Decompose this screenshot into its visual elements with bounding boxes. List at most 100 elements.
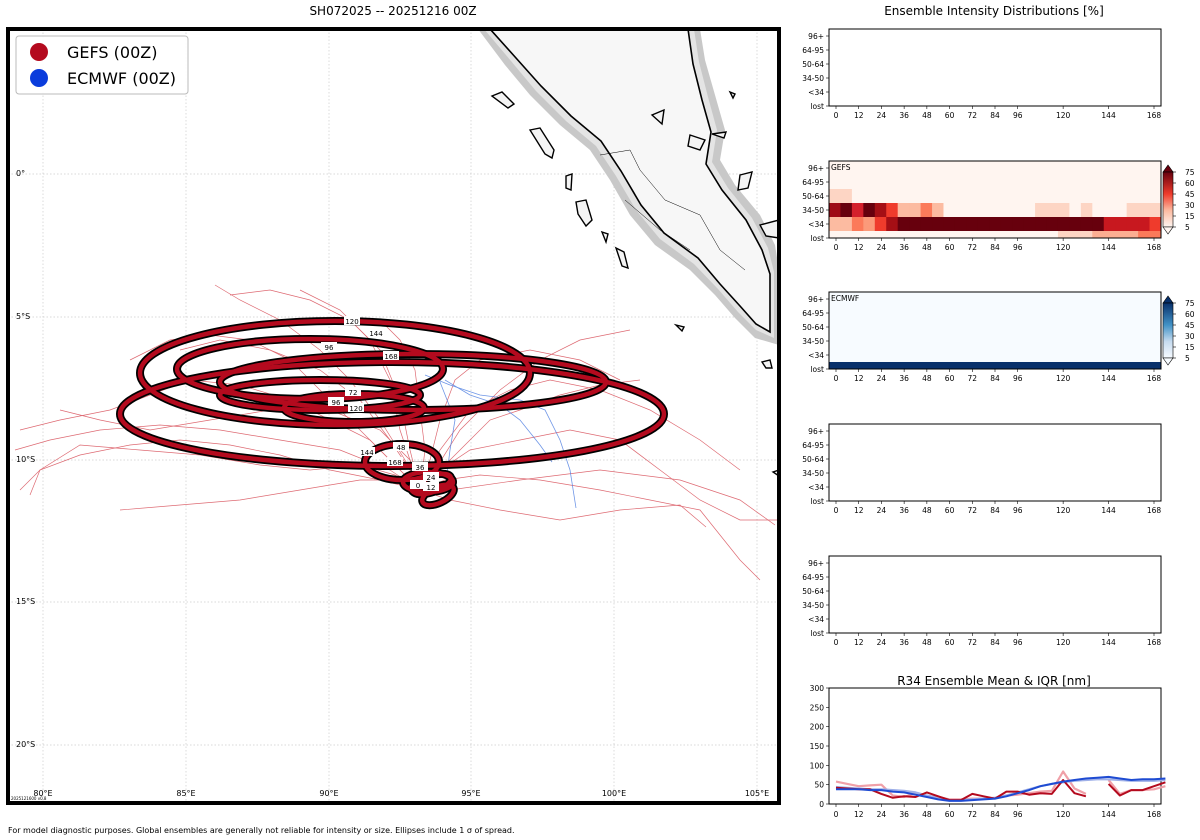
forecast-hour-label: 144 — [1101, 243, 1116, 252]
ellipse-hour-label: 72 — [349, 389, 358, 397]
heatmap-cell — [1149, 217, 1162, 231]
forecast-hour-label: 24 — [877, 638, 887, 647]
heatmap-cell — [863, 203, 876, 217]
heatmap-cell — [966, 203, 979, 217]
map-title: SH072025 -- 20251216 00Z — [309, 4, 476, 18]
heatmap-cell — [851, 203, 864, 217]
intensity-bin-label: lost — [810, 365, 824, 374]
colorbar-tick-label: 60 — [1185, 179, 1195, 188]
heatmap-cell — [1023, 203, 1036, 217]
intensity-bin-label: 64-95 — [802, 178, 824, 187]
colorbar-tick-label: 30 — [1185, 201, 1195, 210]
colorbar-tick-label: 30 — [1185, 332, 1195, 341]
forecast-hour-label: 168 — [1147, 374, 1162, 383]
forecast-hour-label: 60 — [945, 374, 955, 383]
intensity-panel-empty-2: 96+ 64-95 50-64 34-50 <34 lost 0 12 24 36 48 60 72 84… — [802, 423, 1162, 515]
intensity-bin-label: 50-64 — [802, 60, 824, 69]
heatmap-cell — [977, 203, 990, 217]
ellipse-label-bg — [423, 482, 439, 491]
forecast-hour-label: 72 — [968, 638, 978, 647]
r34-y-tick: 300 — [810, 684, 825, 693]
forecast-hour-label: 36 — [899, 374, 909, 383]
heatmap-cell — [1023, 231, 1036, 238]
land-sumatra — [478, 29, 779, 345]
r34-x-tick: 168 — [1147, 810, 1162, 819]
heatmap-cell — [1092, 231, 1105, 238]
forecast-hour-label: 0 — [834, 638, 839, 647]
forecast-hour-label: 36 — [899, 243, 909, 252]
forecast-hour-label: 48 — [922, 374, 932, 383]
forecast-hour-label: 96 — [1013, 506, 1023, 515]
forecast-hour-label: 96 — [1013, 638, 1023, 647]
lon-label: 95°E — [461, 789, 480, 798]
intensity-bin-label: 96+ — [808, 32, 824, 41]
heatmap-cell — [1103, 231, 1116, 238]
intensity-bin-label: 96+ — [808, 427, 824, 436]
intensity-bin-label: 96+ — [808, 295, 824, 304]
heatmap-cell — [966, 217, 979, 231]
intensity-bin-label: 50-64 — [802, 192, 824, 201]
heatmap-cell — [1057, 231, 1070, 238]
forecast-hour-label: 120 — [1056, 111, 1071, 120]
lon-label: 105°E — [745, 789, 769, 798]
forecast-hour-label: 60 — [945, 111, 955, 120]
forecast-hour-label: 96 — [1013, 243, 1023, 252]
colorbar-tick-label: 60 — [1185, 310, 1195, 319]
heatmap-cell — [920, 203, 933, 217]
heatmap-cell — [1069, 217, 1082, 231]
r34-title: R34 Ensemble Mean & IQR [nm] — [897, 674, 1091, 688]
heatmap-cell — [932, 231, 944, 238]
forecast-hour-label: 168 — [1147, 111, 1162, 120]
ecmwf-colorbar — [1162, 295, 1174, 366]
lat-label: 0° — [16, 169, 25, 178]
forecast-hour-label: 72 — [968, 111, 978, 120]
forecast-hour-label: 96 — [1013, 111, 1023, 120]
ellipse-hour-label: 168 — [384, 353, 397, 361]
r34-x-tick: 48 — [922, 810, 932, 819]
ellipse-label-bg — [344, 316, 360, 325]
heatmap-cell — [909, 203, 922, 217]
r34-y-tick: 200 — [810, 723, 825, 732]
r34-series-ecmwf-mean — [836, 775, 1166, 802]
forecast-hour-label: 36 — [899, 638, 909, 647]
heatmap-cell — [1138, 217, 1151, 231]
forecast-hour-label: 36 — [899, 506, 909, 515]
lat-label: 15°S — [16, 597, 35, 606]
heatmap-cell — [977, 217, 990, 231]
intensity-bin-label: 50-64 — [802, 323, 824, 332]
lat-label: 10°S — [16, 455, 35, 464]
ellipse-hour-label: 36 — [416, 464, 425, 472]
heatmap-cell — [874, 217, 887, 231]
heatmap-cell — [954, 217, 967, 231]
heatmap-cell — [1103, 217, 1116, 231]
intensity-panel-empty-1: 96+ 64-95 50-64 34-50 <34 lost 0 12 24 36 48 60 72 84… — [802, 28, 1162, 120]
heatmap-cell — [863, 231, 876, 238]
heatmap-cell — [897, 203, 910, 217]
intensity-bin-label: 34-50 — [802, 206, 824, 215]
r34-x-tick: 0 — [834, 810, 839, 819]
heatmap-cell — [829, 203, 841, 217]
heatmap-cell — [1103, 203, 1116, 217]
heatmap-cell — [840, 217, 853, 231]
map-legend[interactable]: GEFS (00Z) ECMWF (00Z) — [15, 35, 189, 95]
heatmap-cell — [897, 231, 910, 238]
heatmap-cell — [909, 231, 922, 238]
ellipse-hour-label: 120 — [345, 318, 358, 326]
heatmap-cell — [954, 203, 967, 217]
forecast-hour-label: 168 — [1147, 638, 1162, 647]
r34-y-tick: 150 — [810, 742, 825, 751]
colorbar-tick-label: 45 — [1185, 321, 1195, 330]
heatmap-cell — [874, 203, 887, 217]
heatmap-cell — [1126, 231, 1139, 238]
forecast-hour-label: 12 — [854, 506, 864, 515]
ellipse-hour-label: 12 — [427, 484, 436, 492]
heatmap-cell — [977, 231, 990, 238]
colorbar-tick-label: 75 — [1185, 168, 1195, 177]
intensity-panel-gefs: GEFS 96+ 64-95 50-64 34-50 <34 lost 0 12 24 36 48 60… — [802, 160, 1162, 252]
heatmap-cell — [1115, 231, 1128, 238]
forecast-hour-label: 60 — [945, 243, 955, 252]
r34-x-tick: 60 — [945, 810, 955, 819]
map-frame — [6, 27, 781, 805]
forecast-hour-label: 0 — [834, 111, 839, 120]
heatmap-cell — [1080, 231, 1093, 238]
